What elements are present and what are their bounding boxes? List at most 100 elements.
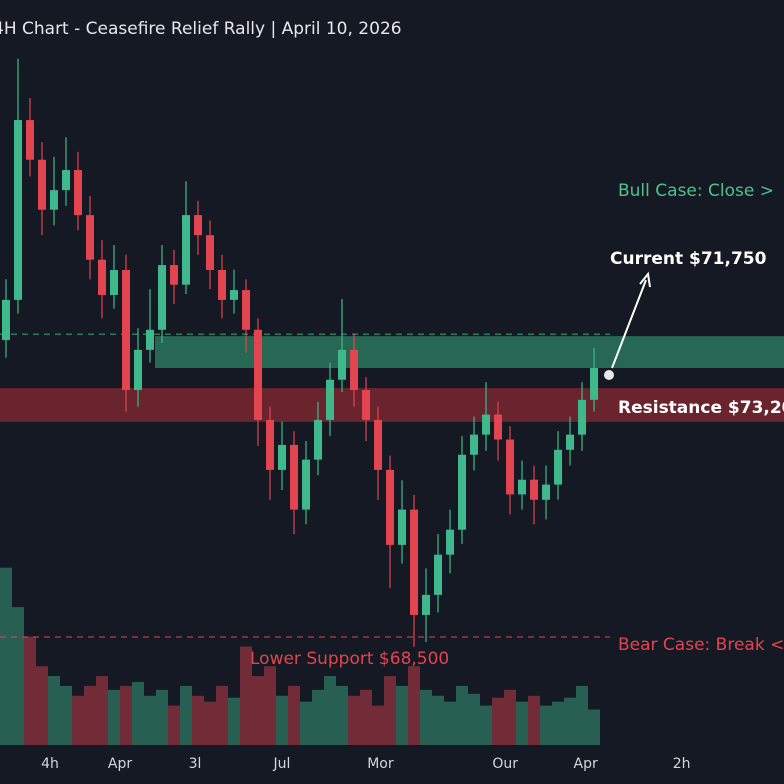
candle-body [542,484,551,500]
volume-bar [168,705,181,745]
candle-body [218,269,227,300]
volume-bar [132,681,145,745]
volume-bar [300,701,313,745]
zone [155,336,784,368]
x-tick-label: Apr [108,756,132,772]
candle-body [50,190,59,210]
volume-bar [72,695,85,745]
volume-bar [0,567,13,745]
volume-bar [504,689,517,745]
volume-bar [24,636,37,745]
volume-bar [96,676,109,745]
candle-body [170,265,179,285]
volume-bar [84,685,97,745]
volume-bar [492,697,505,745]
volume-bar [444,701,457,745]
x-tick-label: Apr [574,756,598,772]
candle-body [554,449,563,485]
candle-body [26,120,35,160]
volume-bar [516,701,529,745]
resistance-annotation: Resistance $73,20 [618,398,784,418]
candle-body [530,479,539,500]
candle-body [254,329,263,420]
arrow [611,279,647,369]
x-tick-label: Jul [273,756,291,772]
bear-annotation: Bear Case: Break < [618,635,784,655]
volume-bar [204,701,217,745]
candle-body [146,329,155,350]
candle-body [74,170,83,216]
candle-body [302,459,311,510]
volume-bar [372,705,385,745]
volume-bar [360,689,373,745]
zone [0,388,784,422]
current-marker [604,370,614,380]
volume-bar [60,685,73,745]
bull-annotation: Bull Case: Close > [618,181,774,201]
volume-bar [144,695,157,745]
volume-bar [540,705,553,745]
volume-bar [408,666,421,745]
volume-bar [156,689,169,745]
volume-bar [348,695,361,745]
volume-bar [264,666,277,745]
candle-body [362,390,371,420]
volume-bar [336,685,349,745]
candle-body [506,439,515,495]
volume-bar [312,689,325,745]
candle-body [566,434,575,450]
candle-body [422,594,431,615]
candle-body [182,215,191,285]
candle-body [410,509,419,615]
volume-bar [36,666,49,745]
volume-bar [468,693,481,745]
candle-body [98,259,107,295]
volume-bar [108,689,121,745]
candle-body [314,419,323,460]
candle-body [266,419,275,470]
candle-body [230,290,239,300]
support-annotation: Lower Support $68,500 [250,649,449,669]
volume-bar [48,676,61,745]
candle-body [290,444,299,510]
candle-body [458,454,467,530]
candle-body [374,419,383,470]
candle-body [338,349,347,380]
candle-body [386,469,395,545]
candle-body [206,235,215,270]
candle-body [482,414,491,435]
candle-body [14,120,23,300]
candle-body [38,159,47,210]
candle-body [158,265,167,330]
candle-body [194,215,203,236]
candle-body [398,509,407,545]
volume-bar [216,685,229,745]
volume-bar [420,689,433,745]
arrow-head [639,271,651,288]
volume-bar [588,709,601,745]
candle-body [278,444,287,470]
candle-body [446,529,455,555]
volume-bar [432,695,445,745]
x-tick-label: 3l [189,756,202,772]
volume-bar [180,685,193,745]
candle-body [2,299,11,341]
x-tick-label: 2h [673,756,691,772]
volume-bar [552,701,565,745]
candle-body [86,215,95,260]
candle-body [518,479,527,495]
x-tick-label: Mor [367,756,394,772]
plot [0,58,784,745]
volume-bar [192,695,205,745]
current-annotation: Current $71,750 [610,249,767,269]
volume-bar [240,646,253,745]
volume-bar [12,607,25,745]
candle-body [110,269,119,295]
volume-bar [456,685,469,745]
candle-body [470,434,479,455]
volume-bar [324,676,337,745]
candle-body [590,367,599,400]
x-tick-label: 4h [41,756,59,772]
candle-body [350,349,359,391]
